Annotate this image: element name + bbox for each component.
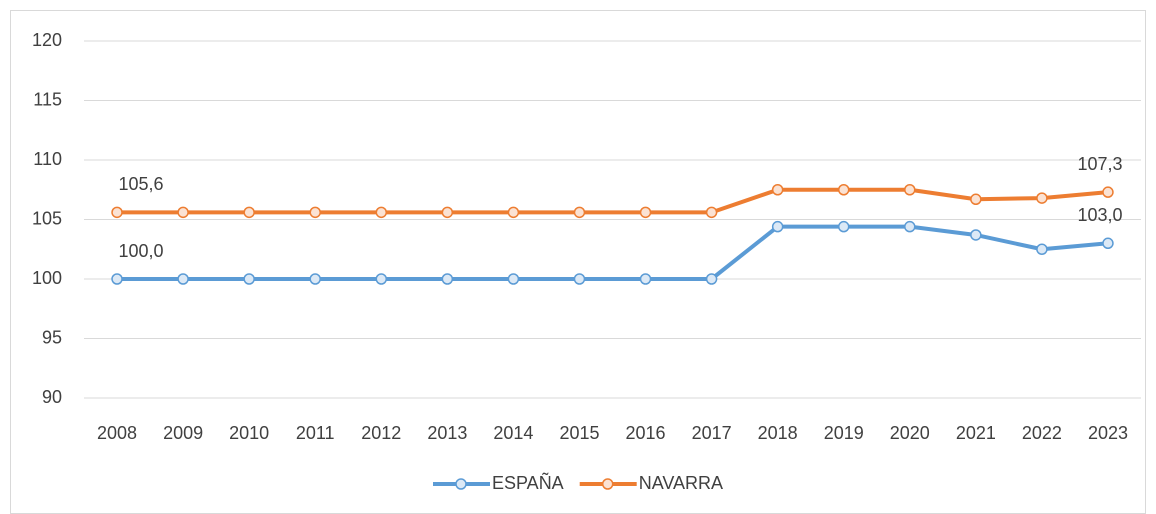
marker — [1036, 192, 1048, 204]
marker — [111, 206, 123, 219]
x-tick-label: 2017 — [692, 423, 732, 443]
marker — [904, 220, 916, 233]
legend-marker — [455, 478, 467, 490]
series-line — [117, 187, 1109, 215]
marker — [177, 273, 189, 285]
x-tick-label: 2018 — [758, 423, 798, 443]
legend-marker — [601, 478, 614, 490]
marker — [243, 206, 255, 219]
chart-border — [10, 10, 1146, 514]
marker — [771, 220, 784, 233]
marker — [573, 206, 586, 219]
marker — [1036, 243, 1048, 255]
x-tick-label: 2019 — [824, 423, 864, 443]
marker — [970, 229, 982, 241]
marker — [1102, 237, 1114, 250]
x-tick-label: 2013 — [427, 423, 467, 443]
y-tick-label: 100 — [32, 268, 62, 288]
marker — [639, 206, 652, 219]
x-tick-label: 2010 — [229, 423, 269, 443]
marker — [904, 184, 916, 196]
marker — [705, 206, 718, 219]
x-tick-label: 2008 — [97, 423, 137, 443]
marker — [705, 273, 718, 285]
marker — [309, 273, 321, 285]
data-label: 105,6 — [119, 174, 164, 194]
y-tick-label: 95 — [42, 327, 62, 347]
x-tick-label: 2009 — [163, 423, 203, 443]
series-line — [117, 224, 1109, 281]
x-tick-label: 2014 — [493, 423, 533, 443]
marker — [639, 273, 652, 285]
marker — [507, 206, 520, 219]
y-tick-label: 115 — [33, 89, 62, 109]
marker — [111, 273, 123, 285]
marker — [375, 273, 388, 285]
marker — [441, 206, 454, 219]
marker — [771, 184, 784, 196]
data-label: 103,0 — [1077, 205, 1122, 225]
data-label: 107,3 — [1077, 154, 1122, 174]
marker — [1102, 186, 1114, 198]
x-tick-label: 2022 — [1022, 423, 1062, 443]
x-tick-label: 2011 — [296, 423, 335, 443]
y-tick-label: 105 — [32, 208, 62, 228]
marker — [375, 206, 388, 219]
marker — [573, 273, 586, 285]
marker — [970, 193, 982, 206]
y-tick-label: 120 — [32, 30, 62, 50]
y-tick-label: 110 — [33, 149, 62, 169]
x-tick-label: 2020 — [890, 423, 930, 443]
marker — [507, 273, 520, 285]
y-tick-label: 90 — [42, 387, 62, 407]
legend-label: ESPAÑA — [492, 472, 564, 493]
marker — [243, 273, 255, 285]
marker — [309, 206, 321, 219]
x-tick-label: 2015 — [559, 423, 599, 443]
marker — [441, 273, 454, 285]
marker — [177, 206, 189, 219]
x-tick-label: 2021 — [956, 423, 996, 443]
x-tick-label: 2016 — [626, 423, 666, 443]
x-tick-label: 2012 — [361, 423, 401, 443]
x-tick-label: 2023 — [1088, 423, 1128, 443]
legend-label: NAVARRA — [639, 473, 723, 493]
marker — [837, 220, 850, 233]
data-label: 100,0 — [119, 241, 164, 261]
marker — [837, 184, 850, 196]
